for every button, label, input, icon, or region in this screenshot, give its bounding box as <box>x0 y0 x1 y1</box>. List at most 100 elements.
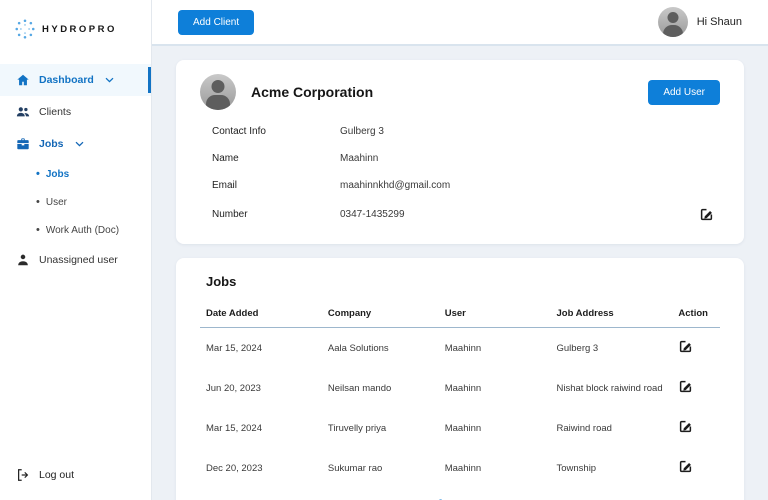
field-label: Number <box>212 209 248 220</box>
sidebar-nav: Dashboard Clients Jobs <box>0 64 151 276</box>
edit-icon <box>700 208 713 221</box>
sidebar-item-label: Unassigned user <box>39 254 118 266</box>
cell-user: Maahinn <box>444 422 482 434</box>
cell-user: Maahinn <box>444 462 482 474</box>
field-value: maahinnkhd@gmail.com <box>340 180 451 191</box>
cell-user: Maahinn <box>444 382 482 394</box>
cell-address: Raiwind road <box>556 422 612 434</box>
add-client-button[interactable]: Add Client <box>178 9 255 35</box>
chevron-down-icon <box>75 141 84 147</box>
field-value: Maahinn <box>340 153 379 164</box>
bullet-icon <box>36 168 40 180</box>
client-field-row: Number 0347-1435299 <box>200 199 720 230</box>
column-header-address: Job Address <box>556 308 614 319</box>
cell-address: Township <box>556 462 597 474</box>
cell-date: Jun 20, 2023 <box>206 382 261 394</box>
cell-user: Maahinn <box>444 342 482 354</box>
logout-button[interactable]: Log out <box>16 468 74 482</box>
cell-address: Gulberg 3 <box>556 342 599 354</box>
chevron-down-icon <box>105 77 114 83</box>
edit-icon <box>680 380 692 393</box>
pagination-prev-button[interactable]: ‹ <box>418 498 422 500</box>
edit-icon <box>680 420 692 433</box>
client-card-header: Acme Corporation Add User <box>200 74 720 110</box>
sidebar-subitem-user[interactable]: User <box>0 188 151 216</box>
sidebar-subitem-work-auth[interactable]: Work Auth (Doc) <box>0 216 151 244</box>
column-header-action: Action <box>678 308 708 319</box>
briefcase-icon <box>17 138 29 150</box>
cell-date: Mar 15, 2024 <box>206 422 262 434</box>
column-header-date: Date Added <box>206 308 259 319</box>
logout-label: Log out <box>39 469 75 481</box>
edit-icon <box>680 340 692 353</box>
jobs-card-title: Jobs <box>206 274 237 289</box>
client-field-row: Email maahinnkhd@gmail.com <box>200 172 720 199</box>
sidebar: HYDROPRO Dashboard Clients <box>0 0 152 500</box>
brand-logo: HYDROPRO <box>0 0 151 64</box>
table-row: Mar 15, 2024 Aala Solutions Maahinn Gulb… <box>200 328 720 368</box>
table-row: Dec 20, 2023 Sukumar rao Maahinn Townshi… <box>200 448 720 488</box>
pagination: ‹ 1 2 3 › <box>200 488 720 500</box>
client-name: Acme Corporation <box>251 84 374 100</box>
field-label: Contact Info <box>212 126 266 137</box>
edit-icon <box>680 460 692 473</box>
logout-icon <box>18 469 29 481</box>
home-icon <box>17 74 29 86</box>
add-user-button[interactable]: Add User <box>648 79 720 105</box>
table-row: Mar 15, 2024 Tiruvelly priya Maahinn Rai… <box>200 408 720 448</box>
brand-name: HYDROPRO <box>42 23 117 35</box>
client-avatar <box>200 74 236 110</box>
pagination-page-3[interactable]: 3 <box>478 499 484 500</box>
sidebar-subitem-label: Work Auth (Doc) <box>45 224 120 236</box>
table-row: Jun 20, 2023 Neilsan mando Maahinn Nisha… <box>200 368 720 408</box>
cell-company: Aala Solutions <box>327 342 389 354</box>
jobs-table-header: Date Added Company User Job Address Acti… <box>200 301 720 328</box>
pagination-page-2[interactable]: 2 <box>458 499 464 500</box>
cell-company: Sukumar rao <box>327 462 383 474</box>
sidebar-subitem-label: Jobs <box>45 168 70 180</box>
content-area: Acme Corporation Add User Contact Info G… <box>152 46 768 500</box>
cell-date: Mar 15, 2024 <box>206 342 262 354</box>
client-field-row: Contact Info Gulberg 3 <box>200 118 720 145</box>
sidebar-item-label: Jobs <box>39 138 64 150</box>
sidebar-item-label: Clients <box>39 106 72 118</box>
user-icon <box>18 254 28 266</box>
edit-job-button[interactable] <box>678 379 693 394</box>
field-label: Email <box>212 180 238 191</box>
user-greeting: Hi Shaun <box>696 16 742 28</box>
edit-job-button[interactable] <box>678 419 693 434</box>
sidebar-item-dashboard[interactable]: Dashboard <box>0 64 151 96</box>
pagination-page-1[interactable]: 1 <box>437 496 445 500</box>
bullet-icon <box>36 196 40 208</box>
cell-company: Tiruvelly priya <box>327 422 387 434</box>
cell-address: Nishat block raiwind road <box>556 382 663 394</box>
column-header-company: Company <box>327 308 372 319</box>
main-area: Add Client Hi Shaun Acme Corporation Add… <box>152 0 768 500</box>
sidebar-item-label: Dashboard <box>39 74 94 86</box>
sidebar-item-jobs[interactable]: Jobs <box>0 128 151 160</box>
edit-job-button[interactable] <box>678 339 693 354</box>
edit-job-button[interactable] <box>678 459 693 474</box>
top-bar: Add Client Hi Shaun <box>152 0 768 46</box>
edit-client-button[interactable] <box>699 207 714 222</box>
field-value: 0347-1435299 <box>340 209 405 220</box>
cell-company: Neilsan mando <box>327 382 392 394</box>
field-label: Name <box>212 153 239 164</box>
sidebar-item-unassigned-user[interactable]: Unassigned user <box>0 244 151 276</box>
hydropro-logo-icon <box>15 19 35 39</box>
jobs-card: Jobs Date Added Company User Job Address… <box>176 258 744 500</box>
sidebar-item-clients[interactable]: Clients <box>0 96 151 128</box>
avatar <box>657 7 688 37</box>
bullet-icon <box>36 224 40 236</box>
client-card: Acme Corporation Add User Contact Info G… <box>176 60 744 244</box>
sidebar-subitem-label: User <box>45 196 67 208</box>
field-value: Gulberg 3 <box>340 126 384 137</box>
user-menu[interactable]: Hi Shaun <box>657 7 742 37</box>
client-field-row: Name Maahinn <box>200 145 720 172</box>
pagination-next-button[interactable]: › <box>497 498 501 500</box>
clients-icon <box>16 107 30 117</box>
column-header-user: User <box>444 308 466 319</box>
sidebar-subitem-jobs[interactable]: Jobs <box>0 160 151 188</box>
cell-date: Dec 20, 2023 <box>206 462 263 474</box>
